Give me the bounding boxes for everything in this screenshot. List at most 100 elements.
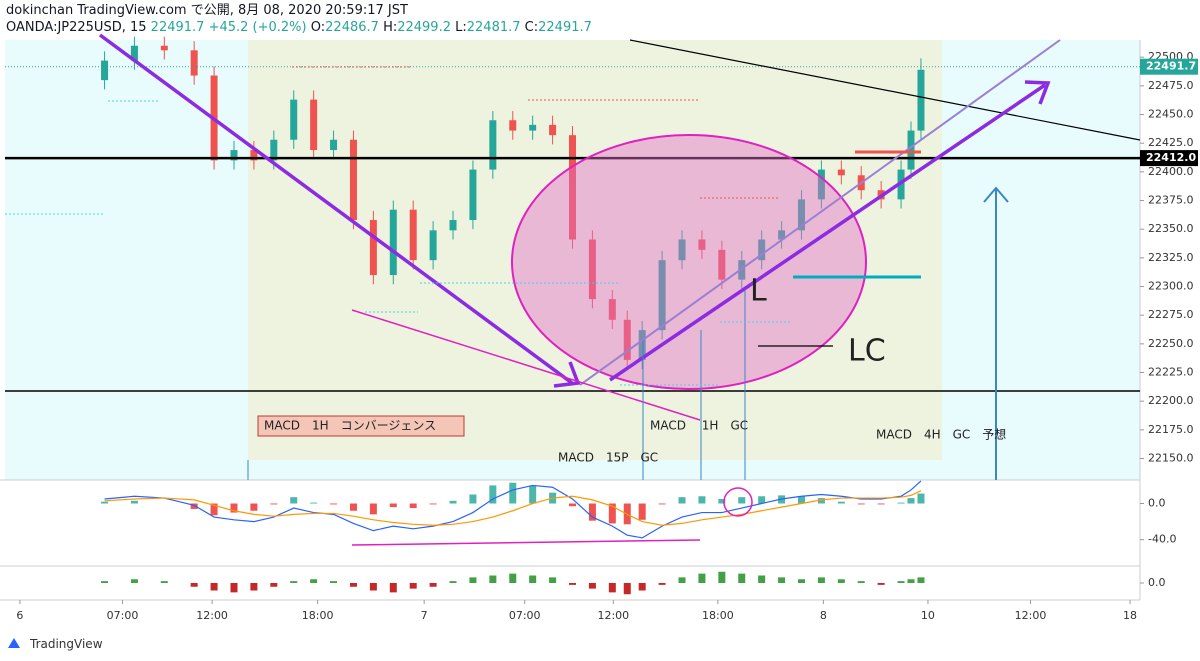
candle-body <box>569 135 576 240</box>
indicator-line <box>104 490 922 526</box>
candle-body <box>588 239 596 300</box>
histogram-bar <box>509 573 517 583</box>
overlay-layer: 22150.0 22175.0 22200.0 22225.0 22250.0 22275… <box>16 50 1198 622</box>
histogram-bar <box>449 581 457 583</box>
o-label: O: <box>310 20 326 35</box>
x-tick-label: 18:00 <box>702 609 734 622</box>
candle-body <box>389 209 397 276</box>
histogram-bar <box>529 575 537 583</box>
arrow <box>98 33 574 385</box>
y-tick-label: 22300.0 <box>1148 280 1194 293</box>
histogram-bar <box>409 503 417 509</box>
histogram-bar <box>608 503 616 524</box>
histogram-bar <box>270 583 278 587</box>
annotation: MACD 1H GC <box>650 419 748 433</box>
histogram-bar <box>210 583 218 591</box>
histogram-bar <box>698 573 706 583</box>
plot-layer <box>5 36 1144 604</box>
histogram-bar <box>270 503 278 505</box>
histogram-bar <box>817 577 825 583</box>
price-tag-label: 22412.0 <box>1146 151 1196 164</box>
candle-body <box>190 50 198 76</box>
histogram-bar <box>817 498 825 504</box>
candle-body <box>429 230 437 261</box>
histogram-bar <box>758 575 766 583</box>
trendline <box>351 309 701 421</box>
candle-body <box>758 239 766 261</box>
histogram-bar <box>101 581 109 583</box>
symbol: OANDA:JP225USD, 15 <box>6 20 147 35</box>
histogram-bar <box>449 500 457 504</box>
y-tick-label: 0.0 <box>1148 576 1166 589</box>
histogram-bar <box>569 503 576 507</box>
publish-line: dokinchan TradingView.com で公開, 8月 08, 20… <box>6 3 408 18</box>
x-tick-label: 18 <box>1123 609 1137 622</box>
histogram-bar <box>738 497 746 504</box>
histogram-bar <box>250 503 258 511</box>
y-tick-label: 22275.0 <box>1148 308 1194 321</box>
candle-body <box>549 124 557 136</box>
histogram-bar <box>330 581 338 583</box>
y-tick-label: 22250.0 <box>1148 337 1194 350</box>
candle-body <box>623 319 631 360</box>
y-tick-label: 0.0 <box>1148 497 1166 510</box>
histogram-bar <box>917 577 925 583</box>
histogram-bar <box>658 583 666 585</box>
histogram-bar <box>230 583 238 593</box>
histogram-bar <box>290 581 298 583</box>
candle-body <box>489 120 497 170</box>
histogram-bar <box>638 583 646 591</box>
candle-body <box>509 120 517 131</box>
annotation: MACD 15P GC <box>558 451 658 465</box>
price-tag-label: 22491.7 <box>1146 60 1196 73</box>
x-tick-label: 07:00 <box>107 609 139 622</box>
footer: TradingView <box>30 637 103 651</box>
candle-body <box>230 150 238 161</box>
h-label: H: <box>383 20 398 35</box>
header: dokinchan TradingView.com で公開, 8月 08, 20… <box>6 2 592 36</box>
candle-body <box>290 99 298 140</box>
histogram-bar <box>877 503 885 505</box>
histogram-bar <box>718 571 726 583</box>
histogram-bar <box>489 485 497 504</box>
histogram-bar <box>678 577 686 583</box>
histogram-bar <box>330 503 338 505</box>
y-tick-label: 22475.0 <box>1148 79 1194 92</box>
histogram-bar <box>569 583 576 585</box>
histogram-bar <box>310 502 318 504</box>
histogram-bar <box>509 482 517 504</box>
c: 22491.7 <box>538 20 592 35</box>
y-tick-label: 22175.0 <box>1148 423 1194 436</box>
histogram-bar <box>369 503 377 515</box>
arrow-head <box>1024 80 1051 105</box>
y-tick-label: 22450.0 <box>1148 108 1194 121</box>
x-tick-label: 12:00 <box>597 609 629 622</box>
histogram-bar <box>907 579 915 583</box>
annotation: MACD 1H コンバージェンス <box>264 419 436 433</box>
y-tick-label: 22425.0 <box>1148 136 1194 149</box>
histogram-bar <box>877 583 885 585</box>
histogram-bar <box>857 581 865 583</box>
candle-body <box>270 139 278 161</box>
histogram-bar <box>529 485 537 504</box>
y-tick-label: 22350.0 <box>1148 222 1194 235</box>
histogram-bar <box>797 496 805 504</box>
histogram-bar <box>369 583 377 591</box>
candle-body <box>160 45 168 51</box>
histogram-bar <box>190 503 198 509</box>
histogram-bar <box>588 503 596 521</box>
blue-arrow-head <box>983 186 1009 203</box>
histogram-bar <box>349 503 357 511</box>
y-tick-label: 22200.0 <box>1148 394 1194 407</box>
histogram-bar <box>469 494 477 504</box>
histogram-bar <box>429 503 437 505</box>
candle-body <box>449 220 457 231</box>
l-label: L: <box>455 20 467 35</box>
y-tick-label: 22225.0 <box>1148 366 1194 379</box>
histogram-bar <box>290 497 298 504</box>
y-tick-label: -40.0 <box>1148 533 1176 546</box>
trendline <box>351 539 701 546</box>
y-tick-label: 22150.0 <box>1148 452 1194 465</box>
